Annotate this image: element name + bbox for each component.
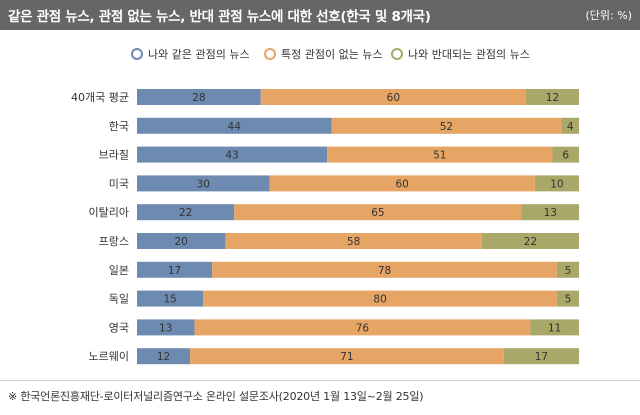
bar-segment (137, 117, 332, 134)
data-label: 5 (565, 294, 572, 306)
bar-segment (530, 319, 579, 336)
category-label: 한국 (109, 120, 129, 133)
chart-title: 같은 관점 뉴스, 관점 없는 뉴스, 반대 관점 뉴스에 대한 선호(한국 및… (8, 9, 431, 25)
legend-label-opposite-view: 나와 반대되는 관점의 뉴스 (408, 48, 530, 61)
legend: 나와 같은 관점의 뉴스 특정 관점이 없는 뉴스 나와 반대되는 관점의 뉴스 (0, 46, 640, 62)
legend-marker-opposite-view (391, 48, 403, 60)
bar-segment (137, 233, 226, 249)
legend-marker-no-view (264, 48, 276, 60)
bar-segment (556, 261, 579, 278)
bar-segment (137, 261, 213, 278)
category-label: 영국 (109, 321, 129, 334)
category-label: 미국 (109, 177, 129, 190)
bar-segment (521, 204, 579, 221)
data-label: 6 (562, 150, 569, 162)
category-label: 일본 (109, 263, 129, 277)
bar-segment (556, 290, 579, 307)
bar-segment (137, 204, 235, 221)
data-label: 60 (396, 178, 409, 190)
data-label: 78 (378, 265, 391, 277)
data-label: 22 (524, 236, 537, 248)
category-label: 40개국 평균 (71, 91, 129, 104)
bar-segment (331, 117, 562, 134)
bar-segment (561, 117, 579, 134)
bar-segment (137, 146, 328, 163)
data-label: 20 (175, 236, 188, 248)
unit-label: (단위: %) (585, 9, 632, 22)
data-label: 12 (546, 92, 559, 104)
bar-segment (137, 175, 270, 192)
data-label: 22 (179, 207, 192, 219)
data-label: 30 (197, 178, 210, 190)
bar-segment (481, 233, 579, 249)
data-label: 11 (548, 322, 561, 334)
data-label: 43 (225, 150, 238, 162)
bar-segment (212, 261, 557, 278)
legend-label-same-view: 나와 같은 관점의 뉴스 (148, 48, 250, 61)
legend-item-opposite-view: 나와 반대되는 관점의 뉴스 (391, 46, 530, 62)
category-label: 프랑스 (99, 235, 129, 248)
stacked-bar-chart: 40개국 평균 28 60 12 한국 44 52 4 브라질 43 51 6 미국 30 60 10 이탈리아… (71, 89, 579, 365)
legend-label-no-view: 특정 관점이 없는 뉴스 (281, 48, 383, 61)
bar-segment (234, 204, 522, 221)
bar-segment (327, 146, 553, 163)
bar-segment (534, 175, 579, 192)
category-label: 노르웨이 (89, 350, 129, 363)
data-label: 60 (387, 92, 400, 104)
data-label: 4 (567, 121, 574, 133)
bar-segment (503, 348, 579, 365)
data-label: 17 (168, 265, 181, 277)
bar-segment (225, 233, 482, 249)
data-label: 76 (356, 322, 370, 334)
legend-item-same-view: 나와 같은 관점의 뉴스 (131, 46, 250, 62)
bar-segment (260, 89, 526, 105)
data-label: 58 (347, 236, 360, 248)
bar-segment (137, 89, 261, 105)
data-label: 5 (565, 265, 572, 277)
bar-segment (190, 348, 504, 365)
data-label: 52 (440, 121, 453, 133)
legend-marker-same-view (131, 48, 143, 60)
data-label: 10 (550, 178, 563, 190)
category-label: 독일 (109, 292, 129, 306)
data-label: 44 (228, 121, 242, 133)
data-label: 17 (535, 351, 548, 363)
data-label: 12 (157, 351, 170, 363)
source-note: ※ 한국언론진흥재단-로이터저널리즘연구소 온라인 설문조사(2020년 1월 … (8, 390, 424, 403)
bar-segment (552, 146, 579, 163)
title-bar: 같은 관점 뉴스, 관점 없는 뉴스, 반대 관점 뉴스에 대한 선호(한국 및… (0, 0, 640, 30)
category-label: 이탈리아 (89, 206, 129, 219)
data-label: 13 (159, 322, 172, 334)
bar-segment (194, 319, 531, 336)
category-label: 브라질 (99, 149, 129, 162)
bar-segment (203, 290, 557, 307)
bar-segment (269, 175, 535, 192)
legend-item-no-view: 특정 관점이 없는 뉴스 (264, 46, 383, 62)
bar-segment (137, 348, 191, 365)
data-label: 13 (544, 207, 557, 219)
data-label: 80 (373, 294, 386, 306)
data-label: 65 (371, 207, 384, 219)
data-label: 28 (192, 92, 205, 104)
data-label: 15 (163, 294, 176, 306)
bar-segment (137, 290, 204, 307)
bar-segment (525, 89, 579, 105)
bar-segment (137, 319, 195, 336)
data-label: 51 (433, 150, 446, 162)
data-label: 71 (340, 351, 353, 363)
